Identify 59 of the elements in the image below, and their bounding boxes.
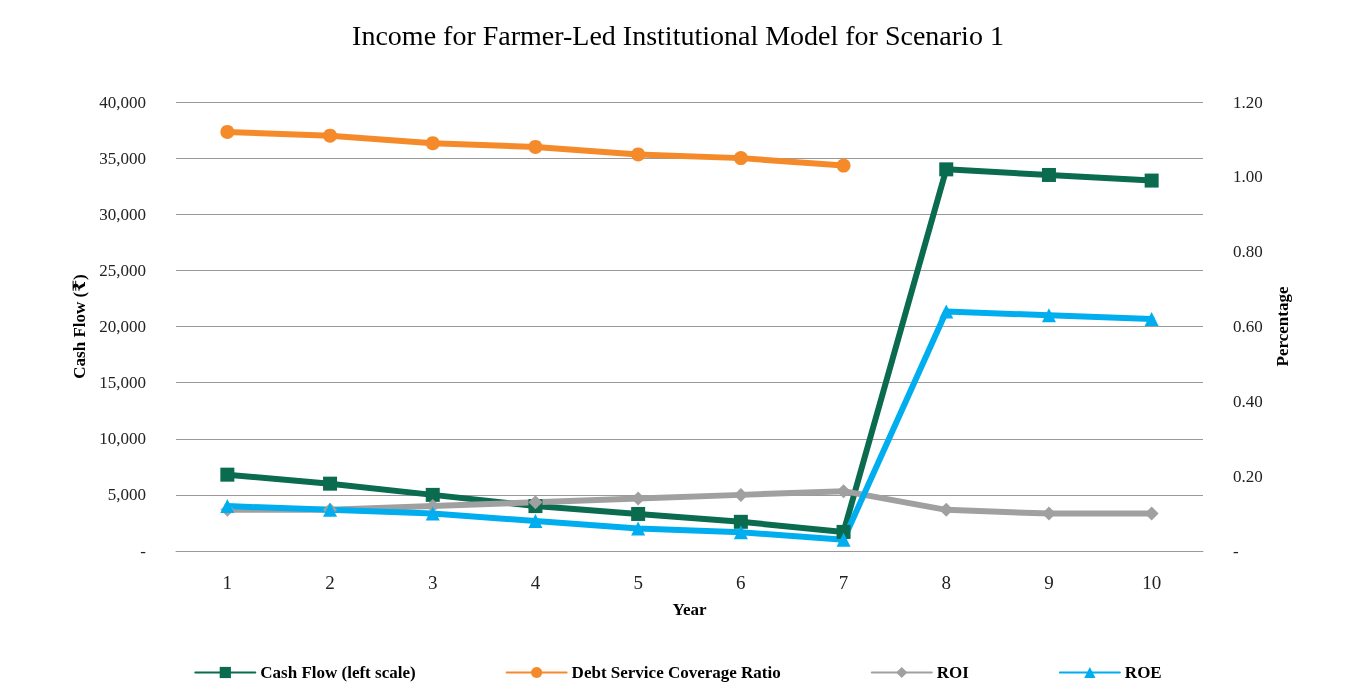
x-tick-label: 5 [633, 572, 643, 593]
legend-label: Debt Service Coverage Ratio [571, 663, 781, 682]
y-tick-label: - [140, 541, 147, 561]
y-tick-label: 20,000 [99, 317, 146, 336]
x-tick-label: 7 [838, 572, 849, 593]
point [1041, 308, 1056, 323]
point [631, 506, 646, 521]
legend-label: ROE [1124, 663, 1162, 682]
point [220, 467, 235, 482]
y2-tick-label: 1.20 [1233, 92, 1263, 112]
x-tick-label: 4 [530, 572, 541, 593]
point [220, 124, 235, 139]
point [939, 162, 954, 177]
y2-tick-label: 0.40 [1233, 391, 1263, 411]
chart-title: Income for Farmer-Led Institutional Model for Scenario 1 [352, 19, 1004, 51]
legend-label: Cash Flow (left scale) [260, 663, 416, 682]
x-tick-label: 3 [428, 572, 438, 593]
y-tick-label: 30,000 [99, 204, 146, 224]
point [939, 304, 954, 319]
y2-tick-label: 0.80 [1233, 242, 1263, 262]
point [528, 495, 543, 510]
point [1144, 173, 1159, 188]
point [631, 147, 646, 162]
x-tick-label: 2 [325, 572, 335, 593]
y2-tick-label: 0.20 [1233, 466, 1263, 486]
y2-tick-label: 0.60 [1233, 317, 1263, 336]
x-tick-label: 8 [941, 572, 951, 593]
point [528, 139, 543, 154]
y-axis-title: Cash Flow (₹) [70, 274, 90, 379]
point [733, 525, 748, 540]
point [528, 514, 543, 529]
legend-label: ROI [936, 663, 970, 682]
y-tick-label: 15,000 [99, 373, 146, 393]
x-tick-label: 9 [1044, 572, 1054, 593]
x-tick-label: 6 [736, 572, 746, 593]
point [1144, 312, 1159, 327]
point [631, 521, 646, 536]
point [836, 532, 851, 547]
x-tick-label: 10 [1142, 572, 1162, 593]
y-tick-label: 25,000 [99, 260, 146, 280]
y2-tick-label: 1.00 [1233, 167, 1263, 187]
y2-axis-title: Percentage [1272, 286, 1292, 367]
x-axis-title: Year [672, 600, 707, 619]
y-tick-label: 40,000 [99, 92, 146, 112]
y-tick-label: 35,000 [99, 148, 146, 168]
point [1041, 167, 1056, 182]
y-tick-label: 5,000 [107, 485, 146, 505]
y-tick-label: 10,000 [99, 429, 146, 449]
point [425, 506, 440, 521]
point [836, 524, 851, 539]
point [425, 487, 440, 502]
point [323, 476, 338, 491]
y2-tick-label: - [1233, 541, 1239, 561]
point [733, 151, 748, 166]
point [425, 136, 440, 151]
point [323, 128, 338, 143]
x-tick-label: 1 [222, 572, 233, 593]
point [836, 158, 851, 173]
point [733, 514, 748, 529]
